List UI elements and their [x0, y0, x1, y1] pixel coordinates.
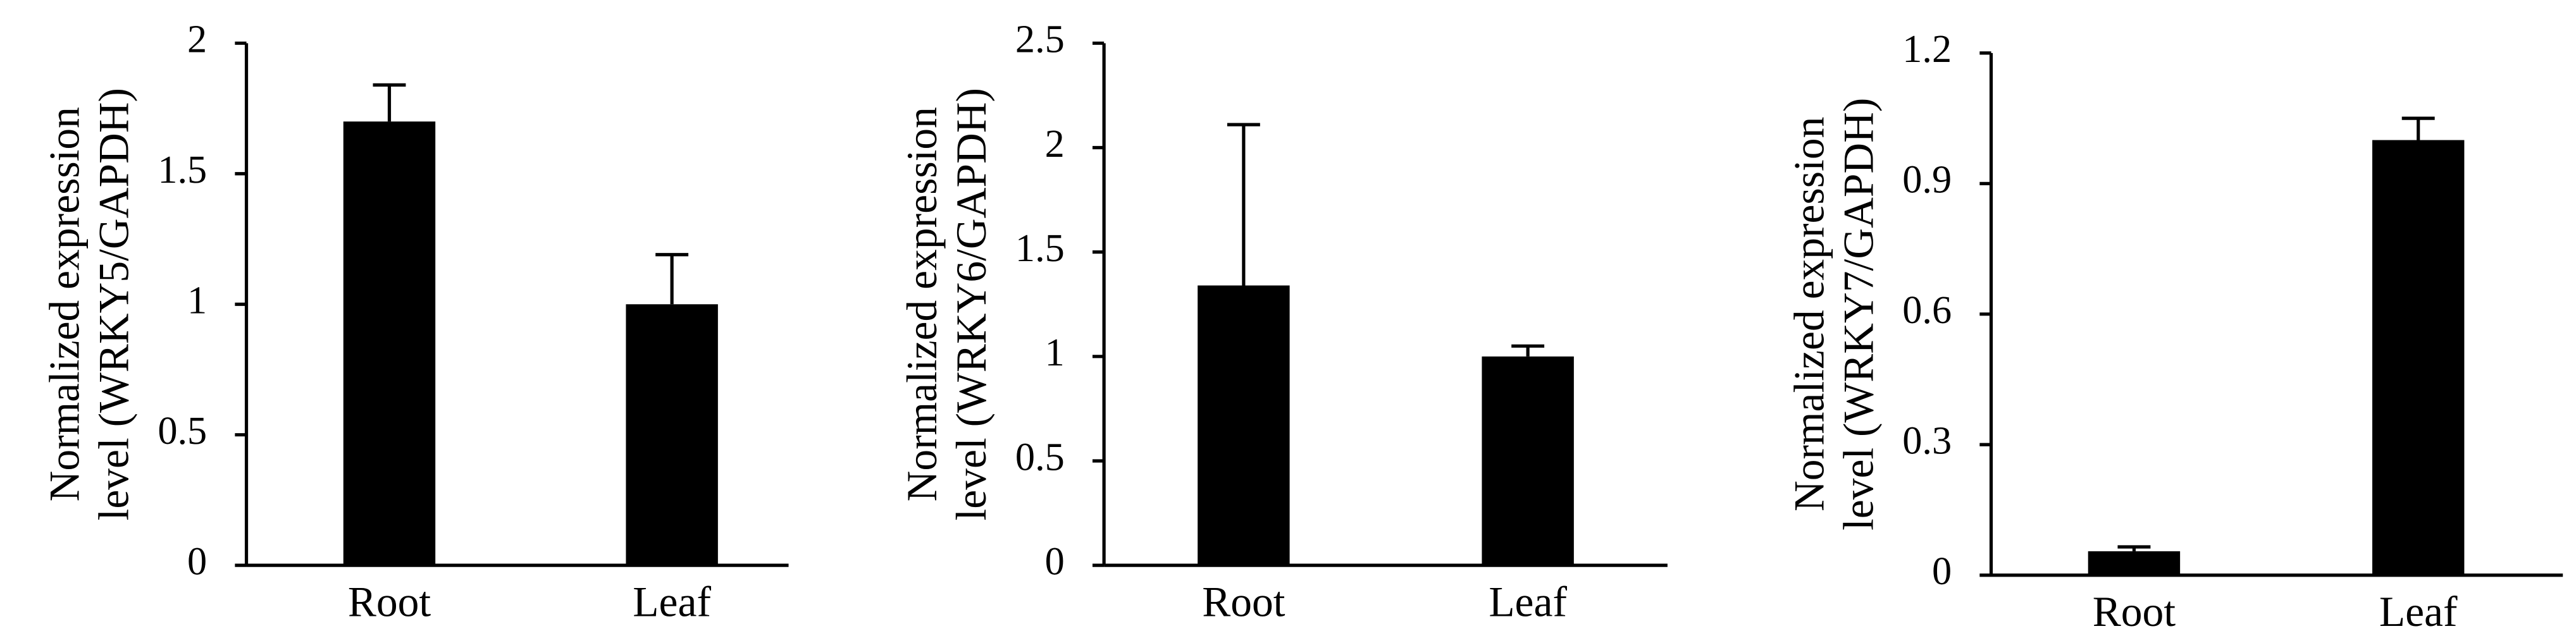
- bar: [1482, 356, 1574, 566]
- bar: [2372, 140, 2465, 575]
- y-axis-label: level (WRKY6/GAPDH): [948, 88, 995, 520]
- y-tick-label: 2: [187, 18, 207, 61]
- y-tick-label: 0.6: [1902, 288, 1952, 332]
- y-tick-label: 0.5: [158, 409, 207, 453]
- y-tick-label: 0: [187, 539, 207, 583]
- y-tick-label: 0: [1045, 539, 1065, 583]
- y-tick-label: 1.5: [1015, 226, 1065, 270]
- y-tick-label: 2: [1045, 122, 1065, 166]
- y-axis-label: level (WRKY7/GAPDH): [1835, 98, 1882, 530]
- y-tick-label: 1.5: [158, 148, 207, 192]
- y-tick-label: 1: [187, 279, 207, 322]
- y-axis-label: Normalized expression: [1786, 117, 1833, 511]
- x-tick-label: Root: [2093, 588, 2176, 635]
- x-tick-label: Root: [348, 579, 431, 626]
- y-axis-label: Normalized expression: [898, 107, 946, 501]
- bar: [343, 121, 436, 566]
- y-tick-label: 0.3: [1902, 419, 1952, 463]
- bar: [2088, 551, 2181, 575]
- y-tick-label: 1: [1045, 331, 1065, 374]
- x-tick-label: Leaf: [1489, 579, 1567, 626]
- y-tick-label: 0.9: [1902, 158, 1952, 202]
- y-tick-label: 1.2: [1902, 27, 1952, 71]
- y-axis-label: Normalized expression: [41, 107, 89, 501]
- y-tick-label: 2.5: [1015, 18, 1065, 61]
- bar: [1198, 285, 1290, 566]
- x-tick-label: Leaf: [2379, 588, 2458, 635]
- y-tick-label: 0: [1932, 549, 1952, 593]
- bar: [626, 304, 718, 566]
- y-tick-label: 0.5: [1015, 435, 1065, 479]
- x-tick-label: Leaf: [633, 579, 711, 626]
- x-tick-label: Root: [1202, 579, 1285, 626]
- y-axis-label: level (WRKY5/GAPDH): [90, 88, 137, 520]
